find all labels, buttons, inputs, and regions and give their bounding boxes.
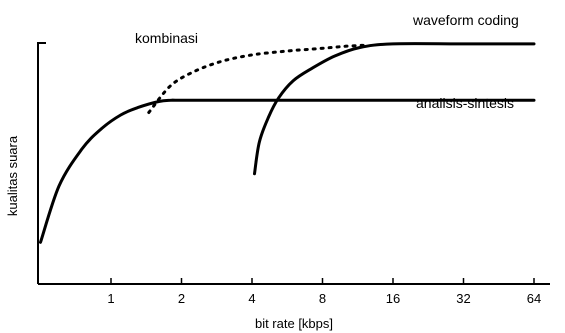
series-line-waveform-coding xyxy=(253,42,536,176)
x-tick-label-16: 16 xyxy=(386,291,400,306)
series-label-kombinasi: kombinasi xyxy=(135,30,198,46)
x-tick-label-4: 4 xyxy=(248,291,255,306)
x-tick-label-2: 2 xyxy=(178,291,185,306)
series-label-waveform-coding: waveform coding xyxy=(412,12,519,28)
series-line-kombinasi xyxy=(147,43,370,114)
y-axis-title: kualitas suara xyxy=(5,135,20,216)
x-tick-label-32: 32 xyxy=(456,291,470,306)
x-tick-group: 1 2 4 8 16 32 64 xyxy=(107,278,541,306)
series-group xyxy=(39,42,536,244)
series-label-analisis-sintesis: analisis-sintesis xyxy=(416,95,514,111)
x-axis-title: bit rate [kbps] xyxy=(255,316,333,331)
x-tick-label-1: 1 xyxy=(107,291,114,306)
x-tick-label-64: 64 xyxy=(527,291,541,306)
series-line-analisis-sintesis xyxy=(39,98,536,244)
x-tick-label-8: 8 xyxy=(319,291,326,306)
